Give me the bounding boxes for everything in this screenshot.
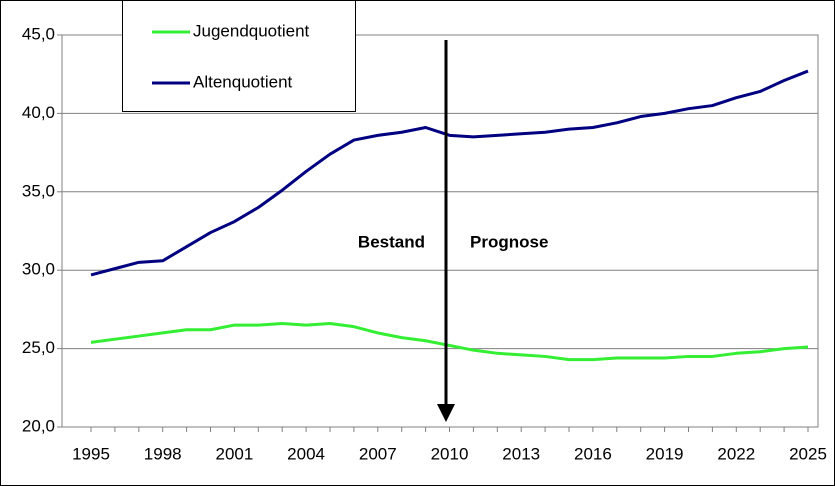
series-line — [90, 322, 809, 362]
y-tick-label: 35,0 — [22, 181, 55, 200]
x-tick-label: 1998 — [144, 444, 182, 463]
y-tick-label: 40,0 — [22, 103, 55, 122]
legend-label: Jugendquotient — [193, 21, 310, 40]
grid: 20,0 25,0 30,0 35,0 40,0 45,0 1995 1998 2001 2004… — [22, 24, 827, 463]
x-tick-label: 1995 — [72, 444, 110, 463]
x-tick-label: 2016 — [574, 444, 612, 463]
annotation: Prognose — [470, 232, 548, 251]
x-tick-label: 2013 — [502, 444, 540, 463]
y-tick-label: 45,0 — [22, 24, 55, 43]
x-tick-label: 2004 — [287, 444, 325, 463]
x-tick-label: 2007 — [359, 444, 397, 463]
x-tick-label: 2025 — [789, 444, 827, 463]
lines — [90, 69, 809, 362]
x-tick-label: 2019 — [646, 444, 684, 463]
arrow-head — [437, 404, 455, 422]
legend-label: Altenquotient — [193, 72, 293, 91]
series-line — [90, 69, 809, 277]
x-tick-label: 2022 — [717, 444, 755, 463]
legend-box — [122, 0, 356, 112]
x-tick-label: 2010 — [431, 444, 469, 463]
y-tick-label: 20,0 — [22, 416, 55, 435]
x-tick-label: 2001 — [215, 444, 253, 463]
y-tick-label: 30,0 — [22, 260, 55, 279]
y-tick-label: 25,0 — [22, 338, 55, 357]
legend: Jugendquotient Altenquotient — [122, 0, 356, 112]
annotation: Bestand — [358, 232, 425, 251]
